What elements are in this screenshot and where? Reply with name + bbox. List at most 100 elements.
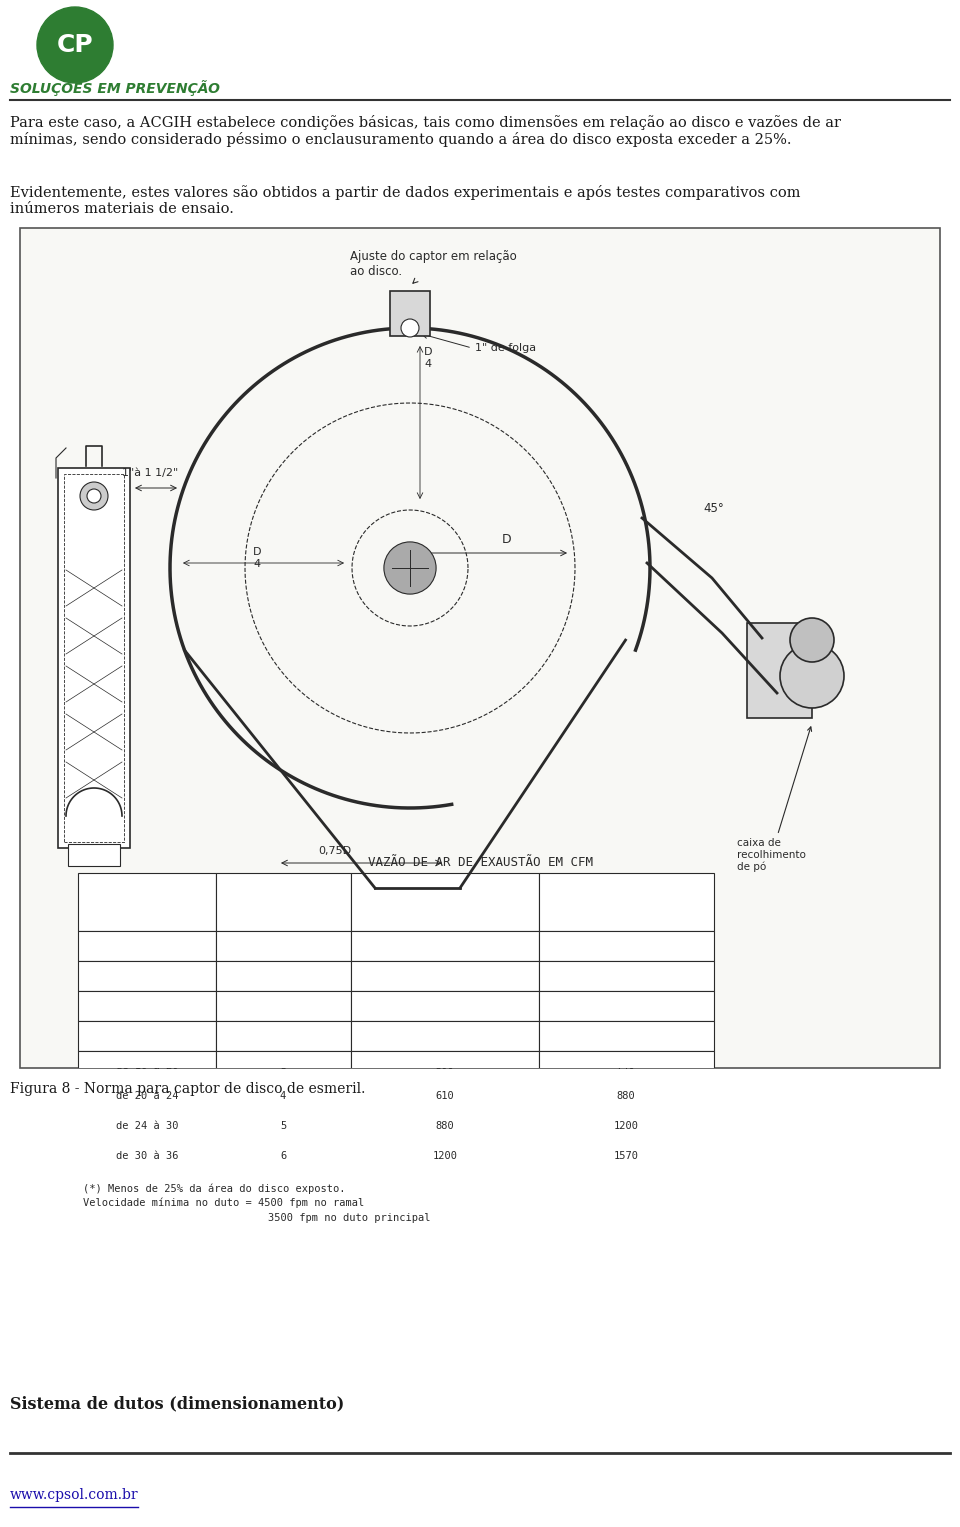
Text: de 24 à 30: de 24 à 30 [116,1121,179,1132]
Bar [78,931,216,960]
Bar [351,1081,539,1112]
Text: 220: 220 [616,941,636,951]
Circle shape [401,319,419,337]
Text: D: D [502,533,512,547]
Bar [216,1141,351,1171]
Text: VAZÃO DE AR DE EXAUSTÃO EM CFM: VAZÃO DE AR DE EXAUSTÃO EM CFM [368,857,592,869]
Text: até 5: até 5 [132,941,162,951]
Text: de 10 à 14: de 10 à 14 [116,1002,179,1011]
Text: 45°: 45° [704,501,725,515]
Bar [78,1022,216,1051]
Text: 2: 2 [280,1002,286,1011]
Bar [216,1051,351,1081]
Text: 220: 220 [436,941,454,951]
Bar [390,292,430,336]
Text: PÉSSIMO
ENCLAUSURAMENTO: PÉSSIMO ENCLAUSURAMENTO [586,892,666,912]
Text: 1" de folga: 1" de folga [475,344,536,353]
Bar [58,467,130,847]
Bar [351,960,539,991]
Text: SOLUÇÕES EM PREVENÇÃO: SOLUÇÕES EM PREVENÇÃO [10,79,220,96]
Text: 6: 6 [280,1151,286,1161]
Bar [351,931,539,960]
Text: ESPESSURA
DO DISCO
(POLEGADAS): ESPESSURA DO DISCO (POLEGADAS) [253,887,313,916]
Text: D
4: D 4 [423,347,432,370]
Text: 300: 300 [436,1002,454,1011]
Bar [216,1081,351,1112]
Bar [216,960,351,991]
Text: Velocidade mínima no duto = 4500 fpm no ramal: Velocidade mínima no duto = 4500 fpm no … [83,1199,364,1208]
Text: 880: 880 [616,1090,636,1101]
Text: 880: 880 [436,1121,454,1132]
Bar [351,1022,539,1051]
Text: 390: 390 [436,1031,454,1041]
Text: 1"à 1 1/2": 1"à 1 1/2" [122,467,179,478]
Text: 11/2: 11/2 [271,971,296,980]
Text: 610: 610 [436,1090,454,1101]
Bar [78,1112,216,1141]
Text: 740: 740 [616,1061,636,1070]
Bar [216,991,351,1022]
Bar [20,228,940,1067]
Text: BOM    (*)
ENCLAUSURAMENTO: BOM (*) ENCLAUSURAMENTO [405,892,486,912]
Bar [78,873,216,931]
Text: Para este caso, a ACGIH estabelece condições básicas, tais como dimensões em rel: Para este caso, a ACGIH estabelece condi… [10,115,841,148]
Bar [78,960,216,991]
Bar [351,991,539,1022]
Text: de 16 à 20: de 16 à 20 [116,1061,179,1070]
Text: de 20 à 24: de 20 à 24 [116,1090,179,1101]
Text: 1: 1 [280,941,286,951]
Bar [539,991,714,1022]
Text: 2: 2 [280,1031,286,1041]
Bar [78,1141,216,1171]
Bar [539,1081,714,1112]
Text: 0,75D: 0,75D [319,846,351,857]
Text: de 14 à 16: de 14 à 16 [116,1031,179,1041]
Text: Ajuste do captor em relação
ao disco.: Ajuste do captor em relação ao disco. [350,250,516,284]
Bar [216,1112,351,1141]
Bar [539,960,714,991]
Text: D
4: D 4 [252,547,261,568]
Text: 610: 610 [616,1031,636,1041]
Text: 3500 fpm no duto principal: 3500 fpm no duto principal [268,1212,430,1223]
Text: 5: 5 [280,1121,286,1132]
Text: Evidentemente, estes valores são obtidos a partir de dados experimentais e após : Evidentemente, estes valores são obtidos… [10,185,801,217]
Bar [539,873,714,931]
Bar [64,473,124,841]
Text: caixa de
recolhimento
de pó: caixa de recolhimento de pó [737,727,811,872]
Bar [351,873,539,931]
Bar [78,991,216,1022]
Bar [68,844,120,866]
Bar [78,1081,216,1112]
Text: 3: 3 [280,1061,286,1070]
Text: 1200: 1200 [433,1151,458,1161]
Bar [351,1141,539,1171]
Bar [351,1051,539,1081]
Text: (*) Menos de 25% da área do disco exposto.: (*) Menos de 25% da área do disco expost… [83,1183,346,1194]
Bar [539,1141,714,1171]
Bar [216,1022,351,1051]
Circle shape [384,542,436,594]
Text: Sistema de dutos (dimensionamento): Sistema de dutos (dimensionamento) [10,1396,345,1412]
Circle shape [87,489,101,502]
Circle shape [780,644,844,709]
Text: CP: CP [57,34,93,56]
Text: de 5 à 10: de 5 à 10 [119,971,175,980]
Circle shape [37,8,113,82]
Bar [539,931,714,960]
Text: 220: 220 [436,971,454,980]
Circle shape [80,483,108,510]
Text: de 30 à 36: de 30 à 36 [116,1151,179,1161]
Bar [539,1051,714,1081]
Bar [351,1112,539,1141]
Text: 4: 4 [280,1090,286,1101]
Text: 1570: 1570 [613,1151,638,1161]
Text: DIÂMETRO
DO DISCO
(POLEGADAS): DIÂMETRO DO DISCO (POLEGADAS) [117,887,177,916]
Bar [216,873,351,931]
Text: www.cpsol.com.br: www.cpsol.com.br [10,1487,138,1503]
Text: 500: 500 [616,1002,636,1011]
Bar [539,1022,714,1051]
Text: 500: 500 [436,1061,454,1070]
Text: Figura 8 - Norma para captor de disco de esmeril.: Figura 8 - Norma para captor de disco de… [10,1083,366,1096]
Bar [78,1051,216,1081]
Bar [216,931,351,960]
